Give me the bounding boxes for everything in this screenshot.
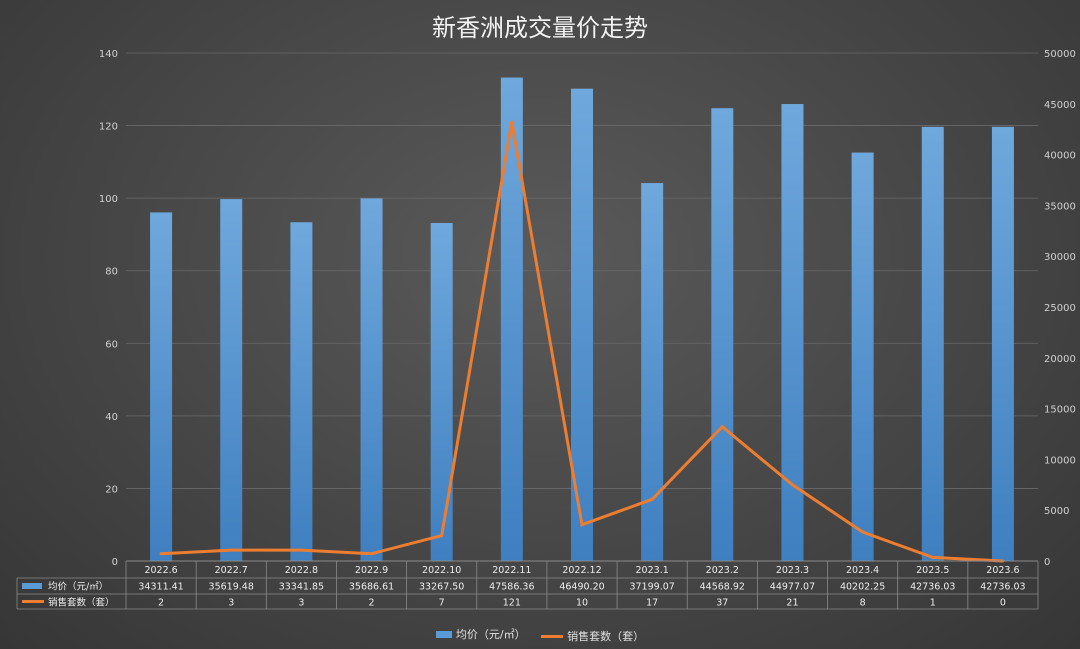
y-left-tick-label: 40 — [105, 412, 118, 423]
table-cell-price: 42736.03 — [910, 582, 955, 593]
bar-price — [220, 199, 243, 561]
y-right-tick-label: 10000 — [1044, 455, 1076, 466]
table-cell-price: 47586.36 — [489, 582, 534, 593]
table-swatch-price — [22, 583, 42, 589]
y-right-tick-label: 15000 — [1044, 405, 1076, 416]
table-cell-sales: 2 — [369, 598, 375, 609]
y-left-tick-label: 20 — [105, 484, 118, 495]
point-sales — [370, 552, 374, 556]
table-cell-price: 37199.07 — [629, 582, 674, 593]
x-tick-label: 2023.6 — [986, 565, 1019, 576]
y-right-tick-label: 30000 — [1044, 252, 1076, 263]
x-tick-label: 2022.9 — [355, 565, 388, 576]
legend-item-price: 均价（元/㎡） — [435, 626, 526, 642]
y-left-tick-label: 60 — [105, 339, 118, 350]
table-cell-sales: 10 — [576, 598, 588, 609]
y-left-tick-label: 0 — [112, 557, 118, 568]
bar-price — [290, 222, 313, 561]
table-cell-sales: 121 — [503, 598, 521, 609]
point-sales — [580, 523, 584, 527]
point-sales — [159, 552, 163, 556]
table-cell-sales: 3 — [228, 598, 234, 609]
point-sales — [931, 555, 935, 559]
bar-price — [921, 126, 944, 561]
x-tick-label: 2022.7 — [215, 565, 248, 576]
y-right-tick-label: 20000 — [1044, 354, 1076, 365]
legend-label-sales: 销售套数（套） — [567, 630, 645, 643]
legend-item-sales: 销售套数（套） — [541, 628, 644, 644]
table-cell-price: 33267.50 — [419, 582, 464, 593]
y-right-tick-label: 40000 — [1044, 151, 1076, 162]
point-sales — [510, 120, 514, 124]
bar-price — [711, 108, 734, 561]
point-sales — [229, 548, 233, 552]
bar-price — [360, 198, 383, 561]
y-right-tick-label: 25000 — [1044, 303, 1076, 314]
table-cell-sales: 2 — [158, 598, 164, 609]
y-left-tick-label: 80 — [105, 267, 118, 278]
table-cell-price: 35686.61 — [349, 582, 394, 593]
table-cell-price: 46490.20 — [559, 582, 604, 593]
table-row-header-price: 均价（元/㎡） — [48, 581, 108, 593]
table-cell-sales: 21 — [786, 598, 798, 609]
chart-title: 新香洲成交量价走势 — [432, 14, 648, 42]
bar-price — [991, 126, 1014, 561]
legend-swatch-price — [435, 630, 452, 638]
table-cell-sales: 0 — [1000, 598, 1006, 609]
x-tick-label: 2022.10 — [422, 565, 461, 576]
bar-price — [430, 223, 453, 561]
point-sales — [650, 497, 654, 501]
y-right-tick-label: 45000 — [1044, 100, 1076, 111]
bar-price — [150, 212, 173, 562]
table-cell-sales: 37 — [716, 598, 728, 609]
table-cell-sales: 3 — [298, 598, 304, 609]
y-left-tick-label: 140 — [99, 49, 118, 60]
y-right-tick-label: 35000 — [1044, 201, 1076, 212]
legend-swatch-sales — [541, 634, 564, 638]
point-sales — [440, 534, 444, 538]
table-cell-sales: 17 — [646, 598, 658, 609]
point-sales — [299, 548, 303, 552]
bar-price — [781, 104, 804, 562]
y-right-tick-label: 0 — [1044, 557, 1050, 568]
y-right-tick-label: 50000 — [1044, 49, 1076, 60]
bar-price — [500, 77, 523, 561]
bar-price — [641, 183, 664, 562]
x-tick-label: 2023.4 — [846, 565, 879, 576]
table-cell-price: 34311.41 — [138, 582, 183, 593]
bar-price — [571, 88, 593, 561]
x-tick-label: 2023.3 — [776, 565, 809, 576]
x-tick-label: 2023.2 — [706, 565, 739, 576]
table-cell-price: 42736.03 — [980, 582, 1025, 593]
x-tick-label: 2022.12 — [562, 565, 601, 576]
legend-label-price: 均价（元/㎡） — [455, 628, 526, 641]
x-tick-label: 2023.5 — [916, 565, 949, 576]
table-cell-price: 44977.07 — [770, 582, 815, 593]
bar-price — [851, 152, 874, 561]
table-cell-sales: 1 — [930, 598, 936, 609]
x-tick-label: 2022.8 — [285, 565, 318, 576]
table-row-header-sales: 销售套数（套） — [48, 597, 115, 609]
y-left-tick-label: 100 — [99, 194, 118, 205]
point-sales — [720, 425, 724, 429]
y-right-tick-label: 5000 — [1044, 506, 1069, 517]
point-sales — [790, 483, 794, 487]
x-tick-label: 2023.1 — [636, 565, 669, 576]
table-cell-sales: 8 — [860, 598, 866, 609]
table-cell-price: 44568.92 — [700, 582, 745, 593]
table-cell-price: 40202.25 — [840, 582, 885, 593]
table-cell-price: 33341.85 — [279, 582, 324, 593]
table-cell-sales: 7 — [439, 598, 445, 609]
x-tick-label: 2022.11 — [492, 565, 531, 576]
point-sales — [861, 530, 865, 534]
chart-legend: 均价（元/㎡） 销售套数（套） — [0, 626, 1080, 644]
y-left-tick-label: 120 — [99, 122, 118, 133]
table-cell-price: 35619.48 — [209, 582, 254, 593]
x-tick-label: 2022.6 — [144, 565, 177, 576]
